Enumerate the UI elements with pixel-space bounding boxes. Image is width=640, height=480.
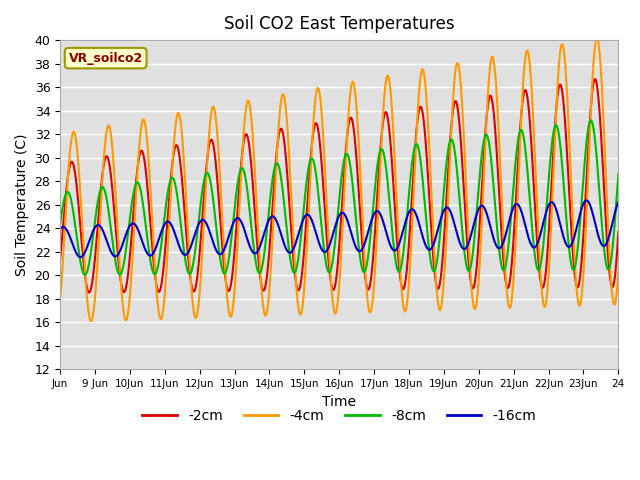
-4cm	[120, 312, 128, 317]
-4cm	[56, 296, 64, 302]
Line: -16cm: -16cm	[60, 201, 618, 257]
Legend: -2cm, -4cm, -8cm, -16cm: -2cm, -4cm, -8cm, -16cm	[137, 403, 542, 428]
-4cm	[87, 318, 95, 324]
-16cm	[77, 254, 84, 260]
-2cm	[543, 250, 551, 255]
-2cm	[295, 288, 303, 293]
-16cm	[543, 205, 551, 211]
-2cm	[85, 289, 93, 295]
-2cm	[56, 256, 64, 262]
-4cm	[604, 217, 612, 223]
-4cm	[295, 306, 303, 312]
-8cm	[295, 253, 303, 259]
Line: -8cm: -8cm	[60, 120, 618, 275]
Y-axis label: Soil Temperature (C): Soil Temperature (C)	[15, 133, 29, 276]
-8cm	[120, 260, 128, 265]
-8cm	[81, 272, 89, 278]
-16cm	[56, 226, 64, 232]
-16cm	[614, 199, 622, 205]
-4cm	[271, 199, 278, 205]
X-axis label: Time: Time	[323, 395, 356, 408]
-8cm	[56, 221, 64, 227]
-8cm	[604, 266, 612, 272]
Line: -2cm: -2cm	[60, 79, 618, 292]
-16cm	[154, 241, 161, 247]
-2cm	[154, 286, 161, 291]
-8cm	[543, 192, 551, 198]
-8cm	[271, 166, 278, 172]
-16cm	[120, 238, 128, 243]
-4cm	[154, 295, 161, 300]
-16cm	[582, 198, 590, 204]
-4cm	[543, 287, 551, 293]
Text: VR_soilco2: VR_soilco2	[68, 52, 143, 65]
-8cm	[614, 171, 622, 177]
-2cm	[604, 249, 612, 255]
Title: Soil CO2 East Temperatures: Soil CO2 East Temperatures	[224, 15, 454, 33]
-4cm	[593, 35, 601, 41]
-2cm	[271, 177, 278, 183]
-2cm	[591, 76, 599, 82]
-8cm	[587, 118, 595, 123]
Line: -4cm: -4cm	[60, 38, 618, 321]
-8cm	[154, 267, 161, 273]
-16cm	[295, 231, 303, 237]
-16cm	[604, 238, 612, 243]
-16cm	[271, 215, 278, 220]
-4cm	[614, 268, 622, 274]
-2cm	[120, 289, 128, 295]
-2cm	[614, 229, 622, 235]
